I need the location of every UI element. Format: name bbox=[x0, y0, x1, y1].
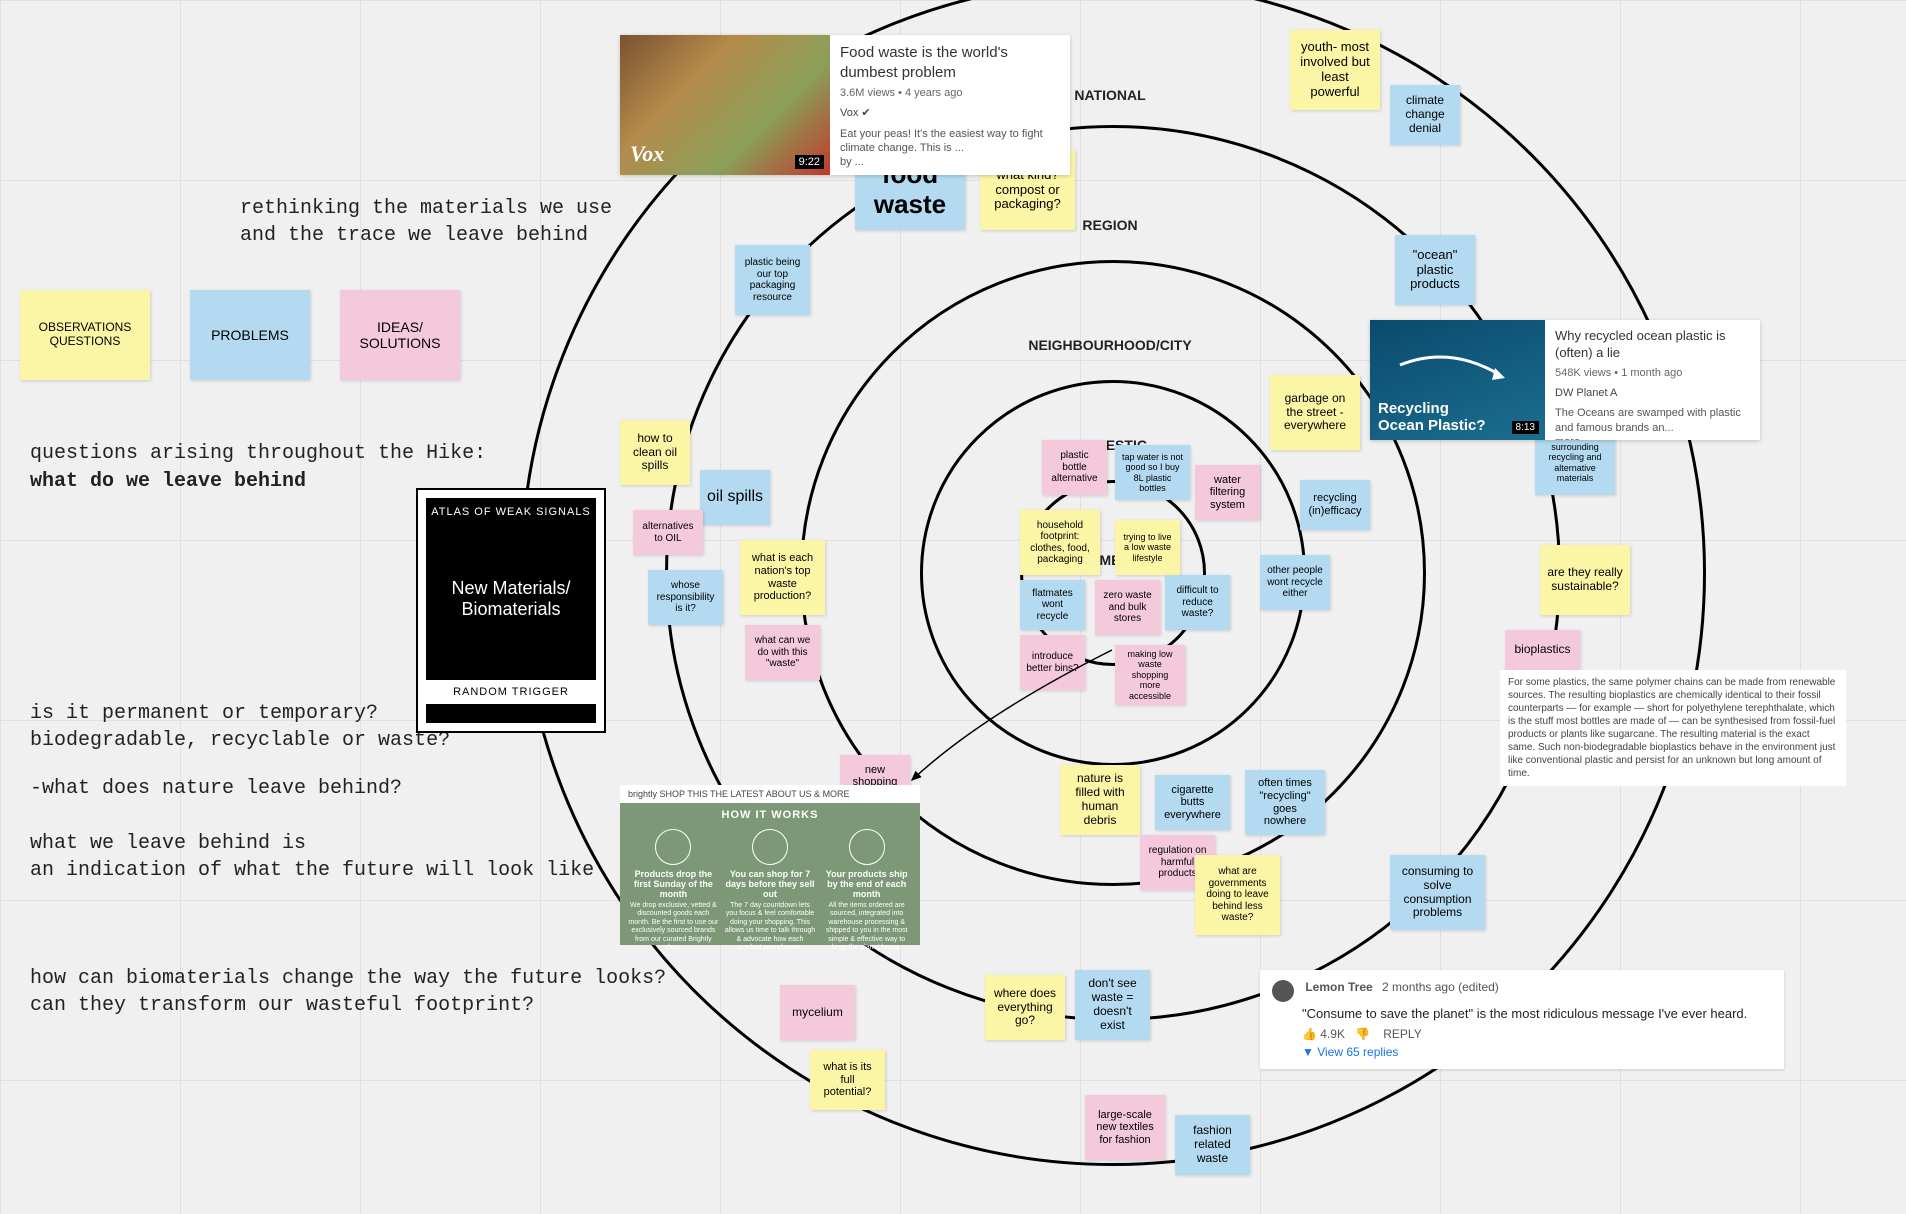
sticky-note[interactable]: what is its full potential? bbox=[810, 1050, 885, 1110]
sticky-note[interactable]: fashion related waste bbox=[1175, 1115, 1250, 1175]
legend-note: OBSERVATIONS QUESTIONS bbox=[20, 290, 150, 380]
legend-note: IDEAS/ SOLUTIONS bbox=[340, 290, 460, 380]
sticky-note[interactable]: difficult to reduce waste? bbox=[1165, 575, 1230, 630]
prose-text: what do we leave behind bbox=[30, 468, 306, 495]
video-sub: 548K views • 1 month ago bbox=[1555, 366, 1750, 380]
video-desc: Eat your peas! It's the easiest way to f… bbox=[840, 127, 1060, 170]
sticky-note[interactable]: "ocean" plastic products bbox=[1395, 235, 1475, 305]
sticky-note[interactable]: whose responsibility is it? bbox=[648, 570, 723, 625]
sticky-note[interactable]: climate change denial bbox=[1390, 85, 1460, 145]
sticky-note[interactable]: plastic being our top packaging resource bbox=[735, 245, 810, 315]
ring-label: REGION bbox=[1082, 217, 1137, 233]
comment-when: 2 months ago (edited) bbox=[1382, 980, 1499, 994]
sticky-note[interactable]: what is each nation's top waste producti… bbox=[740, 540, 825, 615]
sticky-note[interactable]: what can we do with this "waste" bbox=[745, 625, 820, 680]
like-count: 4.9K bbox=[1320, 1027, 1345, 1041]
video-thumb: Vox 9:22 bbox=[620, 35, 830, 175]
view-replies-label: View 65 replies bbox=[1317, 1045, 1398, 1059]
brightly-nav: brightly SHOP THIS THE LATEST ABOUT US &… bbox=[620, 785, 920, 803]
atlas-bot: RANDOM TRIGGER bbox=[426, 680, 596, 704]
video-card-foodwaste[interactable]: Vox 9:22 Food waste is the world's dumbe… bbox=[620, 35, 1070, 175]
brightly-title: HOW IT WORKS bbox=[620, 803, 920, 823]
ring-label: NATIONAL bbox=[1074, 87, 1145, 103]
video-channel: Vox ✔ bbox=[840, 106, 1060, 120]
sticky-note[interactable]: how to clean oil spills bbox=[620, 420, 690, 485]
prose-text: questions arising throughout the Hike: bbox=[30, 440, 486, 467]
sticky-note[interactable]: plastic bottle alternative bbox=[1042, 440, 1107, 495]
video-sub: 3.6M views • 4 years ago bbox=[840, 86, 1060, 100]
atlas-mid: New Materials/Biomaterials bbox=[426, 578, 596, 620]
sticky-note[interactable]: cigarette butts everywhere bbox=[1155, 775, 1230, 830]
sticky-note[interactable]: youth- most involved but least powerful bbox=[1290, 30, 1380, 110]
prose-text: -what does nature leave behind? bbox=[30, 775, 402, 802]
sticky-note[interactable]: trying to live a low waste lifestyle bbox=[1115, 520, 1180, 575]
sticky-note[interactable]: mycelium bbox=[780, 985, 855, 1040]
video-thumb: RecyclingOcean Plastic? 8:13 bbox=[1370, 320, 1545, 440]
avatar-icon bbox=[1272, 980, 1294, 1002]
video-duration: 9:22 bbox=[795, 155, 824, 169]
sticky-note[interactable]: garbage on the street - everywhere bbox=[1270, 375, 1360, 450]
video-card-oceanplastic[interactable]: RecyclingOcean Plastic? 8:13 Why recycle… bbox=[1370, 320, 1760, 440]
sticky-note[interactable]: household footprint: clothes, food, pack… bbox=[1020, 510, 1100, 575]
brightly-card[interactable]: brightly SHOP THIS THE LATEST ABOUT US &… bbox=[620, 785, 920, 945]
sticky-note[interactable]: alternatives to OIL bbox=[633, 510, 703, 555]
view-replies[interactable]: ▼ View 65 replies bbox=[1302, 1045, 1772, 1059]
sticky-note[interactable]: water filtering system bbox=[1195, 465, 1260, 520]
comment-user: Lemon Tree bbox=[1305, 980, 1372, 994]
sticky-note[interactable]: oil spills bbox=[700, 470, 770, 525]
comment-body: "Consume to save the planet" is the most… bbox=[1302, 1006, 1772, 1021]
sticky-note[interactable]: other people wont recycle either bbox=[1260, 555, 1330, 610]
atlas-top: ATLAS OF WEAK SIGNALS bbox=[426, 498, 596, 578]
sticky-note[interactable]: bioplastics bbox=[1505, 630, 1580, 670]
legend-note: PROBLEMS bbox=[190, 290, 310, 380]
youtube-comment: Lemon Tree 2 months ago (edited) "Consum… bbox=[1260, 970, 1784, 1069]
video-title: Why recycled ocean plastic is (often) a … bbox=[1555, 328, 1750, 362]
atlas-card: ATLAS OF WEAK SIGNALS New Materials/Biom… bbox=[418, 490, 604, 731]
excerpt-text: For some plastics, the same polymer chai… bbox=[1508, 677, 1835, 779]
sticky-note[interactable]: often times "recycling" goes nowhere bbox=[1245, 770, 1325, 835]
sticky-note[interactable]: consuming to solve consumption problems bbox=[1390, 855, 1485, 930]
brightly-col: You can shop for 7 days before they sell… bbox=[725, 829, 816, 952]
sticky-note[interactable]: zero waste and bulk stores bbox=[1095, 580, 1160, 635]
brightly-col: Your products ship by the end of each mo… bbox=[821, 829, 912, 952]
thumb-caption: RecyclingOcean Plastic? bbox=[1378, 401, 1486, 434]
ring-label: NEIGHBOURHOOD/CITY bbox=[1028, 337, 1191, 353]
sticky-note[interactable]: where does everything go? bbox=[985, 975, 1065, 1040]
sticky-note[interactable]: making low waste shopping more accessibl… bbox=[1115, 645, 1185, 705]
prose-text: how can biomaterials change the way the … bbox=[30, 965, 666, 1019]
bioplastics-excerpt: For some plastics, the same polymer chai… bbox=[1500, 670, 1846, 786]
sticky-note[interactable]: flatmates wont recycle bbox=[1020, 580, 1085, 630]
comment-actions[interactable]: 👍 4.9K 👎 REPLY bbox=[1302, 1027, 1772, 1041]
vox-logo: Vox bbox=[630, 141, 664, 167]
prose-text: is it permanent or temporary? biodegrada… bbox=[30, 700, 450, 754]
sticky-note[interactable]: tap water is not good so I buy 8L plasti… bbox=[1115, 445, 1190, 500]
sticky-note[interactable]: are they really sustainable? bbox=[1540, 545, 1630, 615]
sticky-note[interactable]: large-scale new textiles for fashion bbox=[1085, 1095, 1165, 1160]
reply-button[interactable]: REPLY bbox=[1383, 1027, 1421, 1041]
prose-text: what we leave behind is an indication of… bbox=[30, 830, 594, 884]
video-channel: DW Planet A bbox=[1555, 386, 1750, 400]
sticky-note[interactable]: recycling (in)efficacy bbox=[1300, 480, 1370, 530]
sticky-note[interactable]: introduce better bins? bbox=[1020, 635, 1085, 690]
sticky-note[interactable]: nature is filled with human debris bbox=[1060, 765, 1140, 835]
brightly-col: Products drop the first Sunday of the mo… bbox=[628, 829, 719, 952]
brightly-cols: Products drop the first Sunday of the mo… bbox=[620, 823, 920, 962]
prose-text: rethinking the materials we use and the … bbox=[240, 195, 612, 249]
sticky-note[interactable]: don't see waste = doesn't exist bbox=[1075, 970, 1150, 1040]
comment-header: Lemon Tree 2 months ago (edited) bbox=[1272, 980, 1772, 1002]
video-desc: The Oceans are swamped with plastic and … bbox=[1555, 406, 1750, 440]
sticky-note[interactable]: what are governments doing to leave behi… bbox=[1195, 855, 1280, 935]
video-title: Food waste is the world's dumbest proble… bbox=[840, 43, 1060, 82]
video-duration: 8:13 bbox=[1512, 421, 1539, 434]
